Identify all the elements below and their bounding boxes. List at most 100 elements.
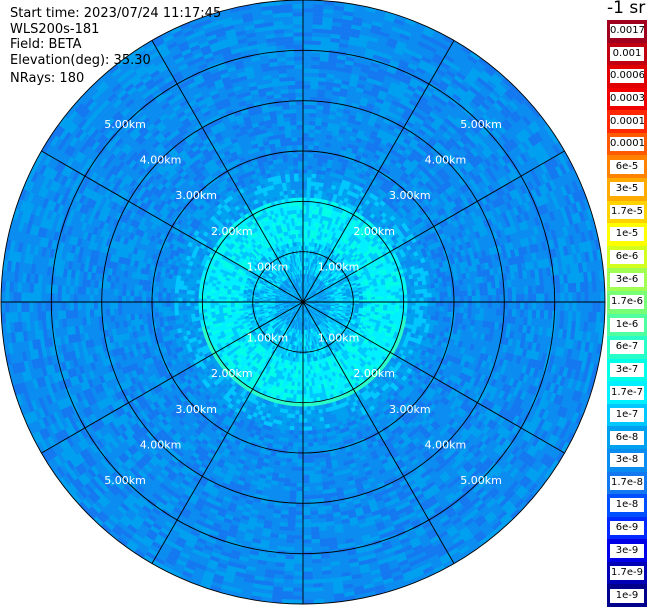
heatmap-cell — [302, 44, 313, 49]
heatmap-cell — [466, 284, 472, 291]
heatmap-cell — [547, 284, 553, 294]
heatmap-cell — [308, 120, 316, 126]
heatmap-cell — [302, 116, 310, 122]
heatmap-cell — [539, 284, 545, 294]
heatmap-cell — [310, 181, 316, 187]
heatmap-cell — [302, 0, 314, 5]
heatmap-cell — [390, 292, 396, 297]
heatmap-cell — [479, 295, 485, 303]
heatmap-cell — [563, 310, 569, 321]
heatmap-cell — [406, 312, 412, 318]
heatmap-cell — [358, 297, 364, 301]
heatmap-cell — [302, 189, 308, 194]
heatmap-cell — [307, 156, 314, 162]
heatmap-cell — [459, 307, 465, 314]
heatmap-cell — [313, 145, 320, 151]
heatmap-cell — [512, 301, 517, 310]
heatmap-cell — [305, 205, 310, 210]
heatmap-cell — [596, 291, 602, 303]
heatmap-cell — [302, 27, 313, 33]
heatmap-cell — [435, 301, 441, 308]
heatmap-cell — [475, 295, 481, 303]
heatmap-cell — [438, 311, 444, 317]
heatmap-cell — [519, 309, 525, 318]
heatmap-cell — [439, 291, 445, 298]
heatmap-cell — [411, 301, 416, 307]
heatmap-cell — [374, 293, 380, 298]
heatmap-cell — [302, 7, 314, 13]
heatmap-cell — [394, 291, 400, 296]
heatmap-cell — [532, 301, 537, 311]
heatmap-cell — [312, 165, 318, 171]
heatmap-cell — [378, 293, 384, 297]
heatmap-cell — [435, 292, 441, 298]
heatmap-cell — [535, 309, 541, 319]
heatmap-cell — [503, 294, 509, 303]
heatmap-cell — [427, 292, 433, 298]
heatmap-cell — [556, 292, 561, 303]
heatmap-cell — [470, 283, 476, 291]
heatmap-cell — [535, 285, 541, 295]
heatmap-cell — [415, 293, 420, 299]
heatmap-cell — [427, 306, 433, 312]
heatmap-cell — [463, 295, 469, 303]
heatmap-cell — [302, 152, 309, 158]
heatmap-cell — [308, 132, 316, 138]
heatmap-cell — [306, 185, 312, 190]
heatmap-cell — [426, 288, 432, 294]
heatmap-cell — [310, 76, 319, 82]
heatmap-cell — [302, 209, 307, 214]
heatmap-cell — [560, 301, 565, 312]
heatmap-cell — [414, 309, 420, 315]
heatmap-cell — [415, 301, 421, 307]
heatmap-cell — [302, 84, 311, 89]
heatmap-cell — [309, 92, 318, 98]
heatmap-cell — [308, 144, 315, 150]
heatmap-cell — [528, 293, 533, 303]
heatmap-cell — [302, 19, 314, 25]
heatmap-cell — [435, 296, 441, 303]
heatmap-cell — [302, 136, 310, 142]
heatmap-cell — [414, 285, 420, 291]
heatmap-cell — [302, 217, 307, 222]
heatmap-cell — [302, 140, 309, 146]
heatmap-cell — [306, 181, 312, 186]
heatmap-cell — [410, 309, 416, 315]
heatmap-cell — [579, 311, 585, 322]
heatmap-cell — [407, 294, 412, 299]
heatmap-cell — [391, 304, 396, 309]
heatmap-cell — [302, 132, 310, 138]
heatmap-cell — [454, 312, 460, 319]
heatmap-cell — [418, 284, 424, 291]
heatmap-cell — [588, 301, 594, 313]
heatmap-cell — [387, 295, 392, 300]
heatmap-cell — [426, 310, 432, 316]
heatmap-cell — [302, 128, 310, 134]
heatmap-cell — [507, 287, 513, 296]
heatmap-cell — [507, 294, 513, 303]
heatmap-cell — [495, 308, 501, 317]
heatmap-cell — [471, 301, 477, 309]
heatmap-cell — [483, 301, 489, 309]
heatmap-cell — [309, 108, 317, 114]
heatmap-cell — [313, 137, 321, 143]
heatmap-cell — [515, 309, 521, 318]
heatmap-cell — [479, 301, 485, 309]
heatmap-cell — [306, 201, 311, 206]
heatmap-cell — [568, 301, 574, 312]
heatmap-cell — [395, 301, 400, 306]
heatmap-cell — [302, 201, 307, 206]
heatmap-cell — [311, 36, 322, 42]
heatmap-cell — [312, 157, 319, 163]
heatmap-cell — [467, 301, 473, 309]
heatmap-cell — [302, 177, 308, 182]
heatmap-cell — [524, 293, 529, 303]
heatmap-cell — [386, 292, 392, 297]
heatmap-cell — [564, 301, 570, 312]
heatmap-cell — [423, 297, 428, 303]
heatmap-cell — [302, 52, 312, 57]
heatmap-cell — [447, 291, 453, 298]
heatmap-cell — [411, 293, 416, 299]
heatmap-cell — [556, 301, 561, 312]
heatmap-cell — [312, 12, 324, 18]
